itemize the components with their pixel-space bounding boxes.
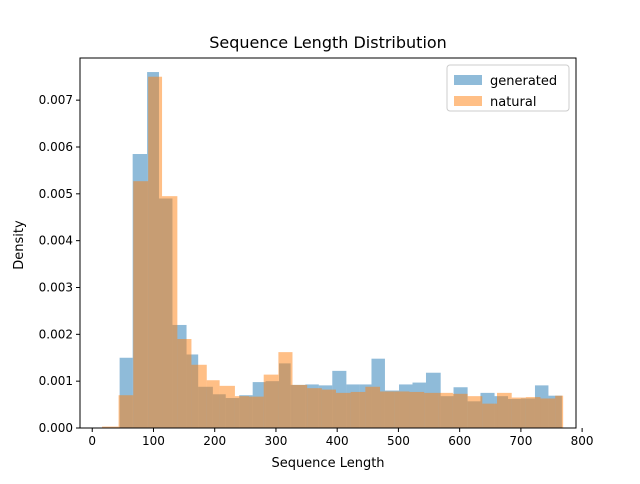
y-tick-label-7: 0.007: [39, 93, 73, 107]
y-axis-label: Density: [12, 220, 27, 270]
natural-bar-0: [102, 426, 119, 428]
series-natural: [102, 76, 564, 428]
natural-bar-27: [497, 392, 512, 428]
natural-bar-19: [380, 391, 395, 428]
y-tick-label-2: 0.002: [39, 327, 73, 341]
natural-bar-14: [307, 388, 322, 428]
natural-bar-28: [511, 397, 526, 428]
x-axis-label: Sequence Length: [271, 456, 384, 471]
natural-bar-21: [409, 391, 425, 428]
natural-bar-18: [365, 386, 381, 428]
legend-swatch-natural: [454, 96, 482, 106]
natural-bar-8: [219, 385, 235, 428]
legend-label-natural: natural: [490, 95, 536, 110]
natural-bar-13: [292, 384, 308, 428]
natural-bar-16: [335, 392, 351, 428]
x-tick-label-5: 500: [387, 434, 410, 448]
natural-bar-22: [424, 392, 439, 428]
natural-bar-4: [162, 196, 178, 428]
x-tick-label-0: 0: [88, 434, 96, 448]
chart-title: Sequence Length Distribution: [209, 33, 447, 52]
natural-bar-3: [148, 76, 163, 428]
natural-bar-24: [452, 393, 468, 428]
natural-bar-15: [321, 389, 336, 428]
x-tick-label-7: 700: [509, 434, 532, 448]
x-tick-label-8: 800: [571, 434, 594, 448]
natural-bar-12: [278, 352, 293, 428]
plot-area-frame: [79, 57, 577, 429]
natural-bar-17: [350, 391, 366, 428]
natural-bar-10: [249, 396, 264, 428]
natural-bar-1: [118, 395, 134, 428]
y-tick-label-4: 0.004: [39, 234, 73, 248]
y-tick-label-5: 0.005: [39, 187, 73, 201]
bars-layer: [102, 72, 564, 429]
natural-bar-7: [206, 380, 220, 428]
natural-bar-6: [191, 364, 207, 428]
natural-bar-30: [540, 398, 556, 428]
x-tick-label-4: 400: [326, 434, 349, 448]
y-tick-label-6: 0.006: [39, 140, 73, 154]
natural-bar-20: [394, 391, 410, 428]
natural-bar-26: [482, 403, 498, 428]
x-tick-label-1: 100: [142, 434, 165, 448]
natural-bar-25: [467, 396, 483, 428]
natural-bar-29: [525, 397, 541, 428]
x-axis-ticks: 0 100 200 300 400 500 600 700 800: [88, 428, 594, 448]
x-tick-label-2: 200: [203, 434, 226, 448]
natural-bar-2: [133, 181, 149, 428]
y-tick-label-1: 0.001: [39, 374, 73, 388]
natural-bar-11: [263, 374, 279, 428]
x-tick-label-6: 600: [448, 434, 471, 448]
legend: generated natural: [446, 64, 570, 112]
natural-bar-5: [177, 339, 192, 428]
natural-bar-31: [555, 395, 564, 428]
legend-swatch-generated: [454, 75, 482, 85]
y-tick-label-3: 0.003: [39, 280, 73, 294]
natural-bar-9: [234, 396, 249, 428]
legend-label-generated: generated: [490, 74, 557, 89]
x-tick-label-3: 300: [264, 434, 287, 448]
natural-bar-23: [438, 392, 453, 428]
y-axis-ticks: 0.000 0.001 0.002 0.003 0.004 0.005 0.006 0.007: [39, 93, 80, 435]
y-tick-label-0: 0.000: [39, 421, 73, 435]
